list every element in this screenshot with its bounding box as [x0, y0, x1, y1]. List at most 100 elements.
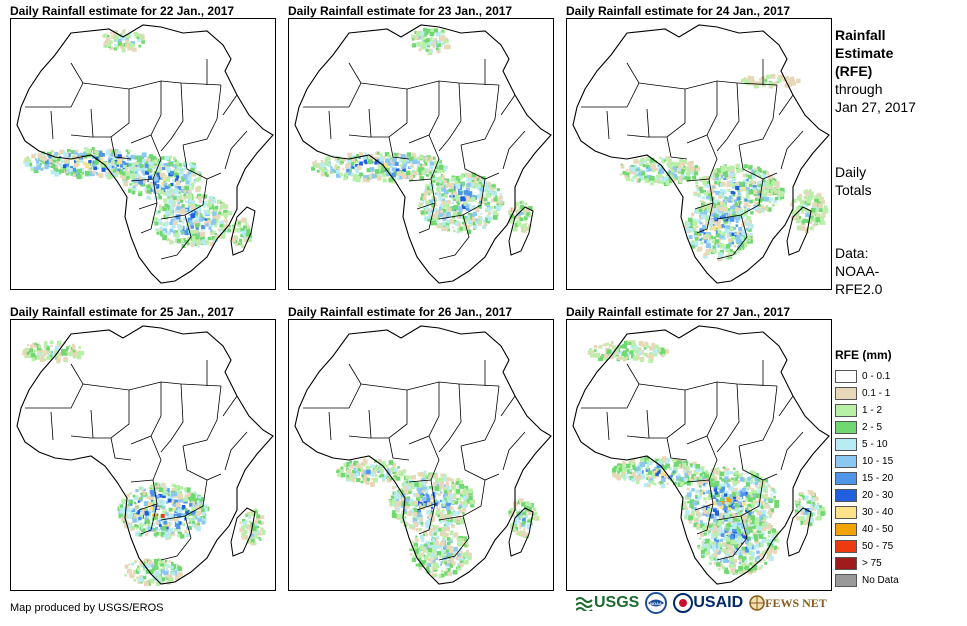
rain-pixel — [520, 204, 525, 209]
rain-pixel — [68, 351, 73, 356]
rain-pixel — [377, 161, 380, 165]
rain-pixel — [427, 50, 432, 56]
rain-pixel — [453, 205, 458, 210]
rain-pixel — [406, 496, 411, 501]
rain-pixel — [750, 179, 753, 182]
rain-pixel — [681, 461, 685, 465]
rain-pixel — [131, 186, 137, 192]
rain-pixel — [617, 470, 621, 474]
country-border — [460, 445, 500, 481]
rain-pixel — [806, 201, 811, 206]
rain-pixel — [791, 79, 796, 83]
rain-pixel — [467, 215, 470, 218]
rain-pixel — [413, 512, 418, 517]
rain-pixel — [135, 507, 138, 510]
rainfall-map — [10, 18, 276, 290]
rain-pixel — [462, 495, 468, 500]
rain-pixel — [697, 193, 701, 197]
rain-pixel — [738, 187, 742, 191]
rain-pixel — [646, 464, 650, 468]
rain-pixel — [423, 559, 427, 563]
rain-pixel — [432, 217, 438, 222]
rain-pixel — [770, 189, 776, 195]
rain-pixel — [164, 185, 169, 190]
rain-pixel — [725, 225, 730, 230]
rain-pixel — [440, 205, 446, 211]
rain-pixel — [764, 197, 769, 202]
rain-pixel — [718, 173, 721, 177]
rain-pixel — [717, 229, 722, 234]
rain-pixel — [430, 560, 435, 565]
rain-pixel — [209, 198, 212, 202]
rain-pixel — [124, 564, 129, 568]
rain-pixel — [438, 489, 441, 492]
rain-pixel — [700, 466, 705, 471]
rain-pixel — [746, 178, 749, 182]
rain-pixel — [356, 165, 362, 170]
rain-pixel — [396, 495, 402, 500]
rain-pixel — [645, 162, 649, 166]
rain-pixel — [82, 161, 87, 166]
rain-pixel — [215, 214, 221, 219]
rain-pixel — [772, 177, 776, 181]
rain-pixel — [469, 224, 472, 227]
rain-pixel — [174, 185, 177, 189]
rain-pixel — [459, 504, 463, 508]
rain-pixel — [151, 488, 157, 494]
rain-pixel — [152, 527, 156, 532]
rain-pixel — [707, 252, 711, 255]
rain-pixel — [721, 214, 726, 220]
rain-pixel — [681, 174, 685, 178]
rain-pixel — [450, 557, 454, 561]
rain-pixel — [195, 196, 198, 199]
rain-pixel — [196, 210, 201, 215]
rain-pixel — [432, 558, 435, 561]
rain-pixel — [182, 513, 186, 518]
rain-pixel — [149, 182, 154, 188]
rain-pixel — [173, 513, 178, 518]
rain-pixel — [646, 477, 650, 480]
rain-pixel — [711, 213, 715, 217]
rain-pixel — [474, 225, 478, 229]
rain-pixel — [72, 352, 77, 357]
rain-pixel — [711, 203, 717, 209]
rain-pixel — [682, 160, 687, 165]
rain-pixel — [430, 221, 435, 226]
rain-pixel — [153, 562, 156, 566]
rain-pixel — [440, 499, 443, 503]
rain-pixel — [186, 177, 192, 182]
rainfall-map — [566, 319, 832, 591]
rain-pixel — [157, 190, 161, 195]
rain-pixel — [438, 528, 442, 532]
rain-pixel — [717, 227, 720, 230]
rain-pixel — [463, 201, 468, 206]
rain-pixel — [106, 150, 110, 154]
rain-pixel — [224, 224, 229, 230]
rain-pixel — [34, 342, 37, 346]
rain-pixel — [634, 165, 638, 169]
rain-pixel — [436, 551, 441, 556]
rain-pixel — [487, 181, 492, 186]
rain-pixel — [394, 473, 397, 476]
rain-pixel — [819, 195, 822, 199]
rain-pixel — [41, 155, 47, 161]
rain-pixel — [178, 167, 182, 171]
rain-pixel — [746, 80, 751, 85]
rain-pixel — [706, 243, 711, 249]
rain-pixel — [709, 208, 715, 214]
rain-pixel — [735, 237, 741, 243]
rain-pixel — [450, 558, 454, 563]
rain-pixel — [420, 560, 425, 565]
rain-pixel — [396, 476, 400, 481]
rain-pixel — [689, 477, 694, 483]
rain-pixel — [439, 552, 445, 558]
rain-pixel — [188, 184, 192, 187]
rain-pixel — [158, 210, 161, 213]
rain-pixel — [186, 526, 189, 530]
rain-pixel — [462, 536, 468, 541]
rain-pixel — [522, 521, 526, 525]
rain-pixel — [734, 202, 739, 206]
rain-pixel — [157, 166, 163, 172]
rain-pixel — [36, 346, 42, 351]
rain-pixel — [145, 533, 149, 536]
